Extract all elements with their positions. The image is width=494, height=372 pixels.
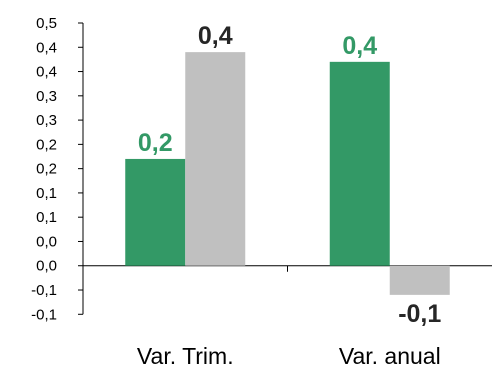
data-label: 0,4 <box>342 32 377 60</box>
category-label: Var. Trim. <box>137 343 234 369</box>
y-axis-ticks: 0,5 0,4 0,4 0,3 0,3 0,2 0,2 0,1 0,1 0,0 0,0 -0,1 -0,… <box>31 15 83 323</box>
y-tick-label: -0,1 <box>31 306 57 323</box>
y-tick-label: 0,5 <box>36 15 57 32</box>
bar <box>329 61 390 266</box>
bars <box>125 52 450 295</box>
y-tick-label: 0,3 <box>36 112 57 129</box>
category-labels: Var. Trim. Var. anual <box>137 343 441 369</box>
y-tick-label: 0,2 <box>36 136 57 153</box>
y-tick-label: 0,4 <box>36 64 57 81</box>
data-label: 0,2 <box>138 129 173 157</box>
y-tick-label: 0,0 <box>36 233 57 250</box>
bar <box>185 52 246 266</box>
bar <box>389 265 450 295</box>
y-tick-label: -0,1 <box>31 282 57 299</box>
y-tick-label: 0,2 <box>36 161 57 178</box>
data-label: -0,1 <box>398 300 441 328</box>
bar <box>125 158 186 266</box>
y-tick-label: 0,3 <box>36 88 57 105</box>
y-tick-label: 0,1 <box>36 185 57 202</box>
y-tick-label: 0,4 <box>36 39 57 56</box>
y-tick-label: 0,0 <box>36 258 57 275</box>
data-labels: 0,2 0,4 0,4 -0,1 <box>138 22 442 328</box>
y-tick-label: 0,1 <box>36 209 57 226</box>
data-label: 0,4 <box>198 22 233 50</box>
category-label: Var. anual <box>339 343 441 369</box>
